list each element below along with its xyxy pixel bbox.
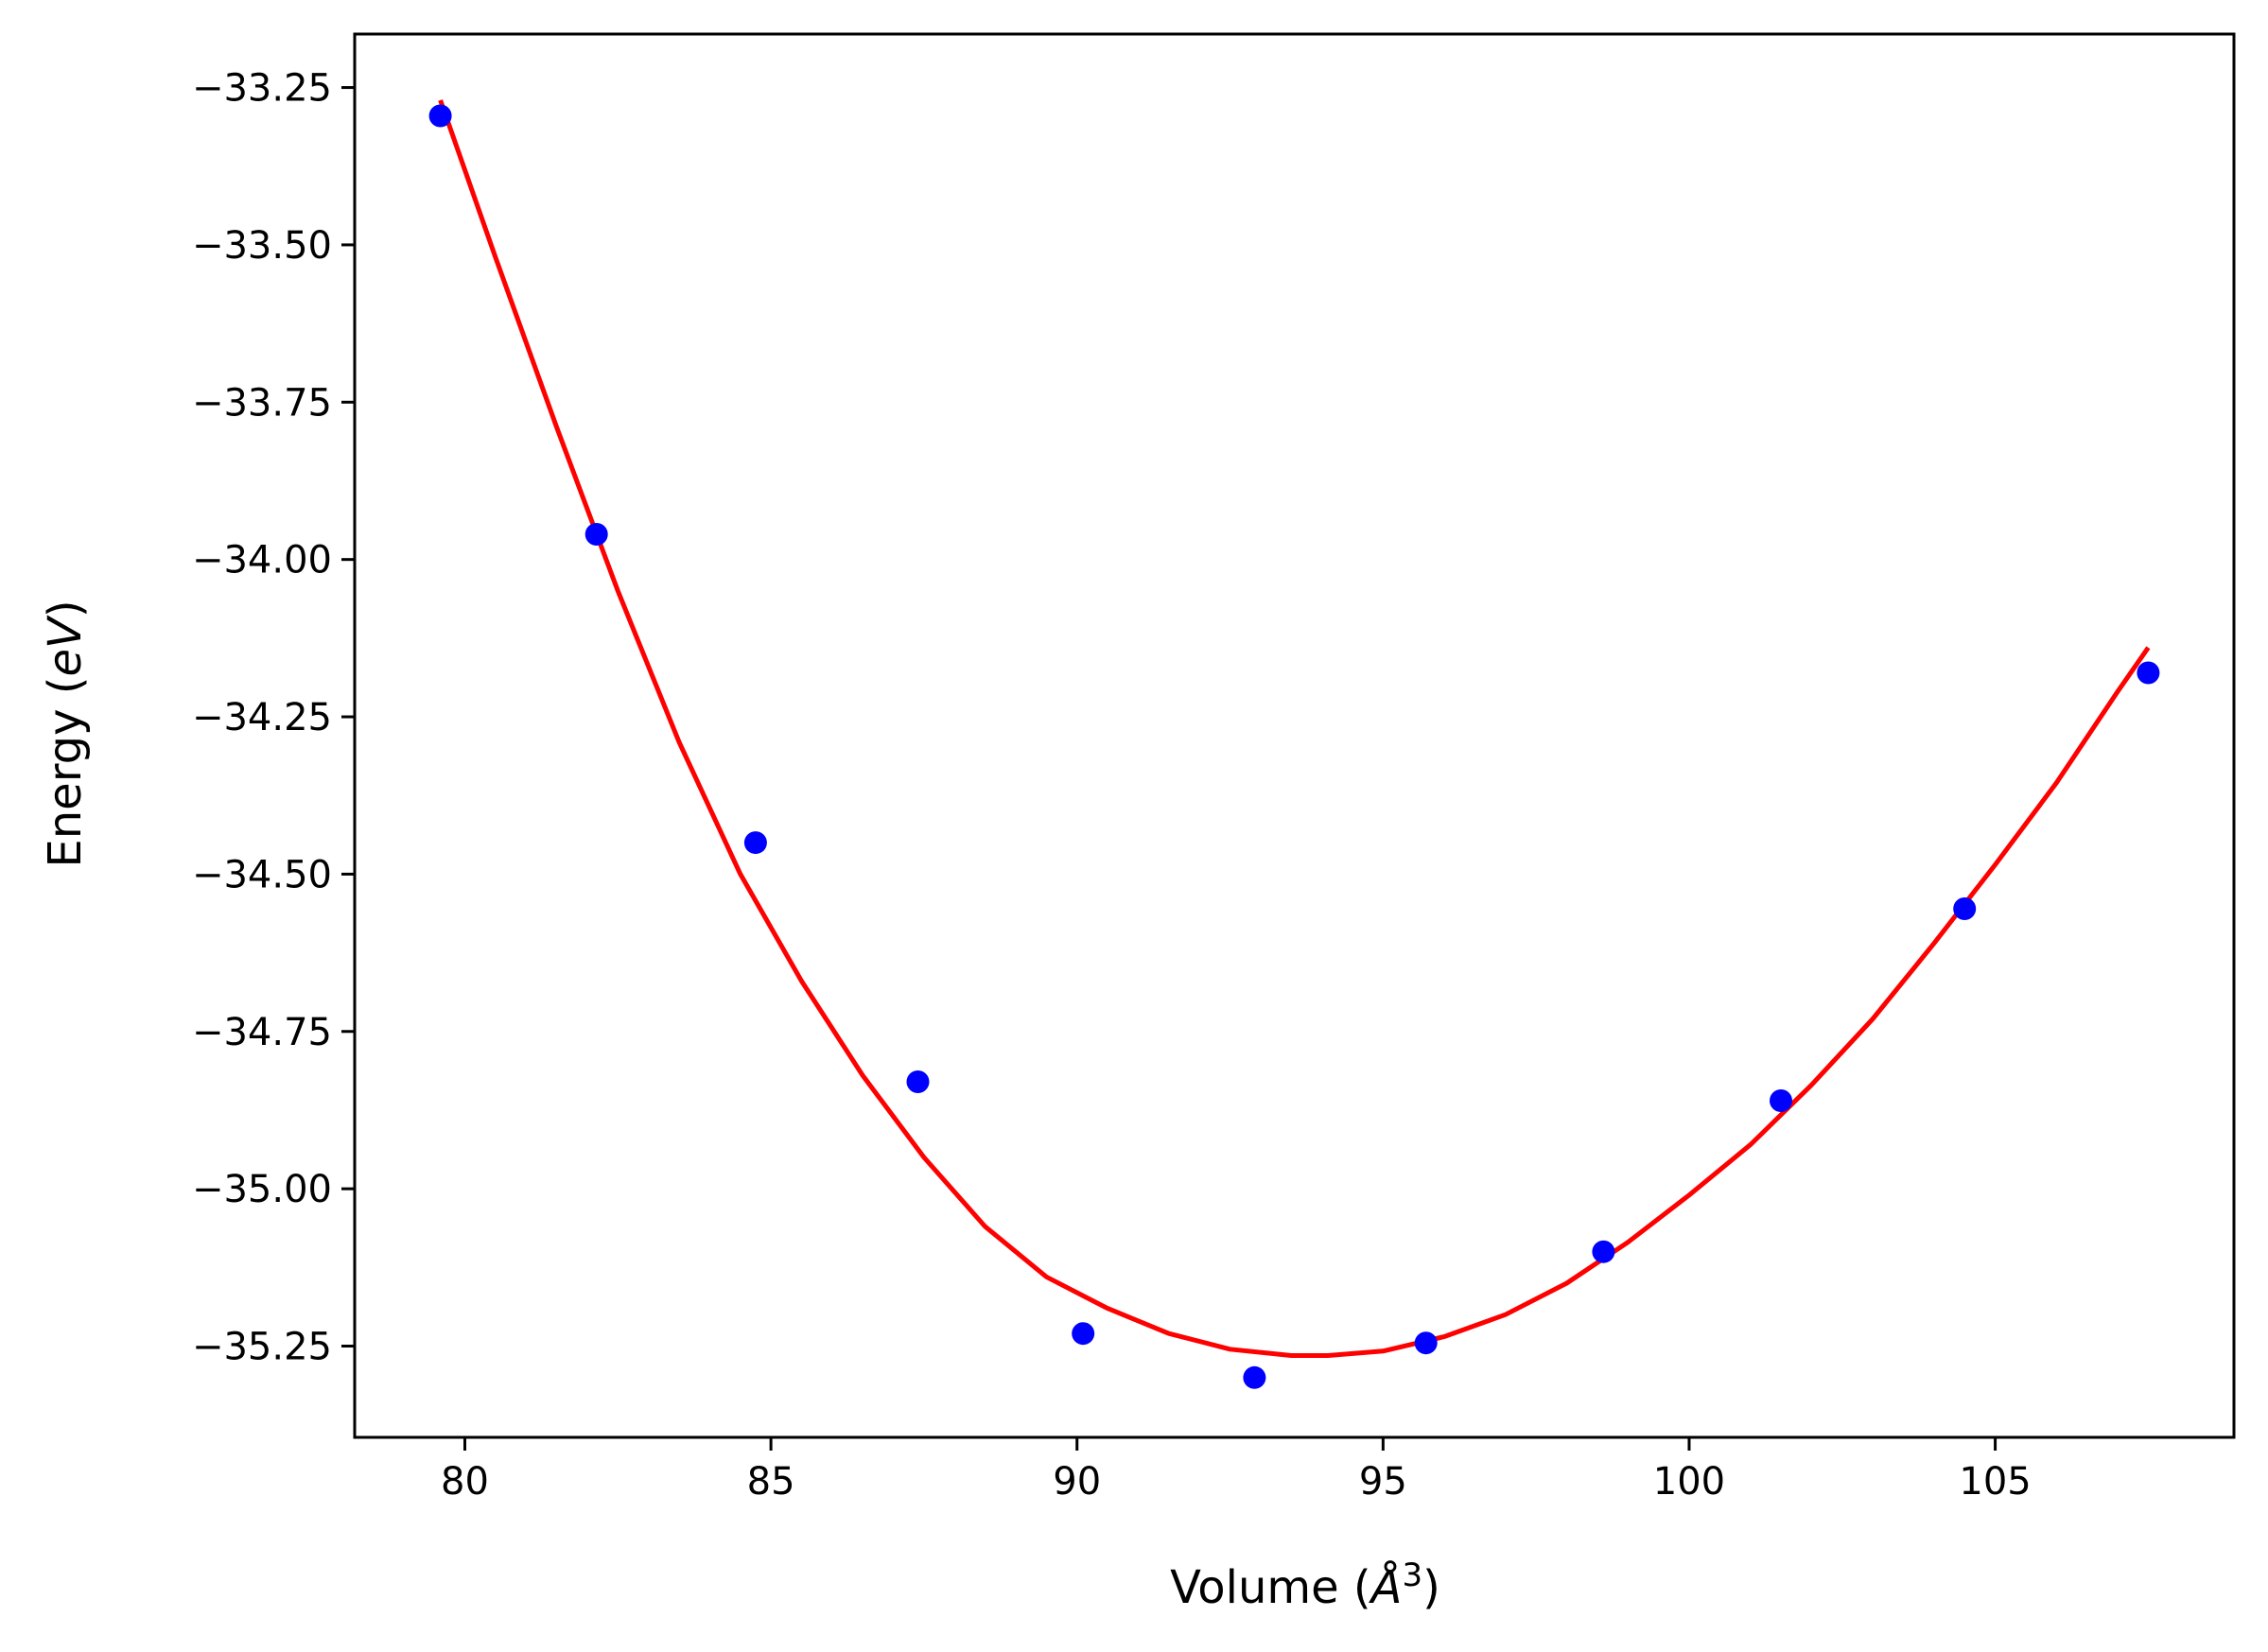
x-tick-label: 85	[747, 1460, 795, 1504]
y-tick-label: −35.25	[192, 1326, 332, 1369]
x-axis-label: Volume (Å3)	[1170, 1556, 1440, 1614]
data-point	[1953, 897, 1977, 920]
plot-area	[428, 99, 2160, 1389]
data-point	[743, 831, 767, 855]
data-point	[1072, 1322, 1095, 1346]
y-tick-label: −34.00	[192, 539, 332, 583]
data-point	[1592, 1240, 1615, 1263]
y-tick-label: −34.75	[192, 1011, 332, 1054]
x-tick-label: 105	[1959, 1460, 2031, 1504]
x-tick-label: 80	[441, 1460, 489, 1504]
y-tick-label: −35.00	[192, 1168, 332, 1211]
x-tick-label: 100	[1653, 1460, 1725, 1504]
axes-frame	[353, 32, 2236, 1439]
data-point	[1414, 1331, 1438, 1355]
y-tick-label: −34.50	[192, 853, 332, 896]
data-point	[1243, 1365, 1266, 1389]
data-point	[584, 523, 608, 546]
y-axis-label: Energy (eV)	[39, 600, 92, 867]
data-point	[906, 1070, 930, 1093]
x-axis: 80 85 90 95 100 105	[441, 1437, 2032, 1504]
data-point	[428, 104, 452, 128]
data-point	[2137, 661, 2160, 685]
fit-curve	[438, 99, 2151, 1358]
y-tick-label: −33.50	[192, 224, 332, 268]
data-point	[1770, 1089, 1792, 1112]
x-tick-label: 95	[1359, 1460, 1407, 1504]
y-tick-label: −33.25	[192, 67, 332, 111]
y-tick-label: −34.25	[192, 696, 332, 739]
y-tick-label: −33.75	[192, 381, 332, 425]
x-tick-label: 90	[1053, 1460, 1101, 1504]
y-axis: −33.25 −33.50 −33.75 −34.00 −34.25 −34.50 −34.…	[192, 67, 355, 1369]
